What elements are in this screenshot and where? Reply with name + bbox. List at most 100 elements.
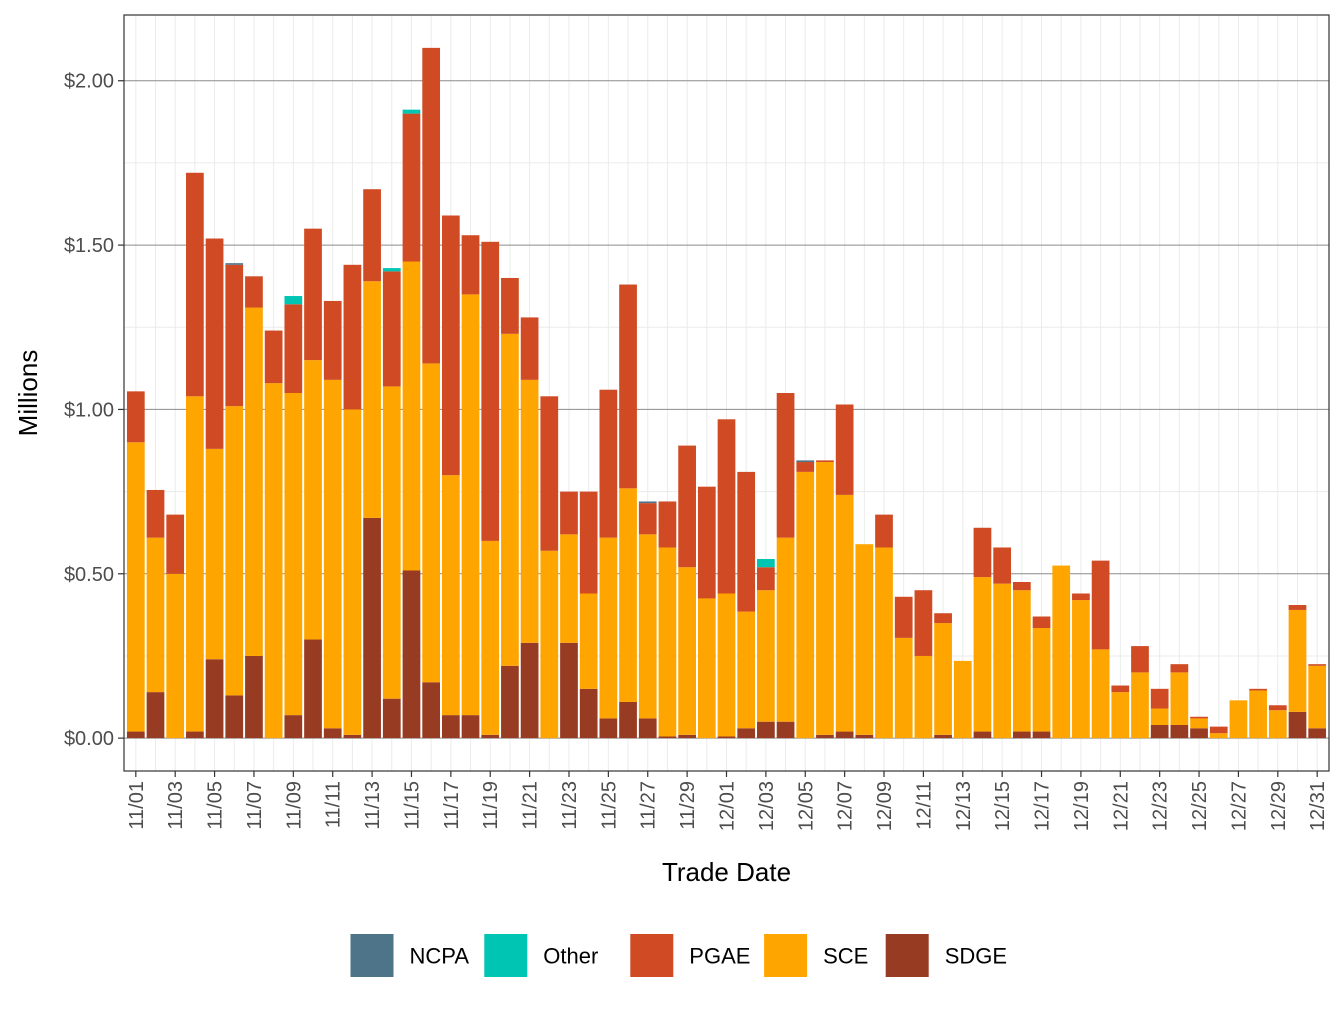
legend-label-other: Other [543,944,598,969]
x-tick-label: 12/13 [953,781,975,831]
bar-ncpa-12-05 [796,460,815,463]
bar-sce-11-26 [619,488,637,702]
bar-sdge-12-16 [1012,731,1031,739]
bar-pgae-11-28 [658,501,677,548]
bar-sce-12-20 [1091,649,1110,739]
x-tick-label: 11/19 [480,781,502,830]
bar-pgae-11-04 [186,172,204,397]
legend-label-sce: SCE [823,944,868,969]
x-tick-label: 11/25 [598,781,620,830]
bar-sdge-12-12 [934,734,952,739]
x-tick-label: 12/15 [992,781,1014,831]
bar-sdge-12-24 [1170,724,1189,739]
legend-label-sdge: SDGE [945,944,1007,969]
bar-sdge-12-03 [757,721,775,739]
bar-pgae-11-02 [146,489,165,538]
bar-pgae-12-23 [1150,688,1169,709]
bar-sce-12-07 [835,494,854,732]
bar-other-11-15 [402,109,421,114]
x-tick-label: 11/15 [401,781,423,830]
bar-sce-12-28 [1249,690,1267,739]
bar-sdge-11-14 [382,698,401,739]
bar-sce-11-14 [382,386,401,699]
y-tick-label: $2.00 [64,71,114,93]
bar-ncpa-11-06 [225,263,244,265]
bar-sce-11-07 [245,307,263,656]
bar-sce-11-09 [284,393,303,716]
bar-pgae-11-27 [638,503,657,535]
bar-sce-12-17 [1032,628,1051,732]
bar-pgae-12-31 [1308,664,1327,666]
bar-sdge-12-25 [1190,728,1208,739]
bar-sdge-11-11 [323,728,342,739]
x-tick-label: 11/29 [677,781,699,830]
x-tick-label: 12/31 [1307,781,1329,831]
bar-sdge-11-24 [579,688,598,739]
bar-sce-12-29 [1268,710,1287,739]
bar-sce-11-29 [678,567,696,735]
x-tick-label: 12/11 [913,781,935,830]
bar-pgae-11-17 [441,215,460,476]
bar-pgae-12-24 [1170,664,1189,673]
x-tick-label: 11/13 [362,781,384,830]
x-tick-label: 11/11 [323,781,345,828]
bar-sdge-11-29 [678,734,696,739]
bar-sdge-12-30 [1288,711,1307,739]
bar-sce-11-30 [697,598,716,739]
x-tick-label: 12/25 [1189,781,1211,831]
bar-pgae-12-17 [1032,616,1051,629]
bar-sce-12-01 [717,593,736,737]
bar-pgae-12-16 [1012,582,1031,591]
y-tick-label: $1.00 [64,399,114,421]
bar-pgae-12-28 [1249,688,1267,691]
bar-sce-12-31 [1308,665,1327,729]
x-tick-label: 11/07 [244,781,266,830]
bar-pgae-11-18 [461,235,480,295]
x-tick-label: 11/21 [520,781,542,830]
bar-sce-12-19 [1072,600,1090,739]
bar-pgae-12-20 [1091,560,1110,650]
legend-key-other [484,934,528,977]
bar-sce-12-23 [1150,708,1169,725]
bar-pgae-11-12 [343,264,362,410]
bar-pgae-12-26 [1209,726,1228,734]
x-tick-label: 12/21 [1110,781,1132,831]
bar-pgae-11-03 [166,514,185,574]
x-tick-label: 12/01 [717,781,739,831]
bar-other-12-03 [757,558,775,568]
bar-sdge-12-31 [1308,728,1327,739]
bar-sce-11-28 [658,547,677,737]
bar-sce-12-08 [855,544,874,735]
bar-pgae-12-25 [1190,716,1208,719]
bar-pgae-11-06 [225,264,244,407]
x-tick-label: 12/29 [1268,781,1290,831]
x-tick-label: 12/03 [756,781,778,831]
bar-pgae-11-25 [599,389,618,538]
bar-sce-12-21 [1111,692,1130,739]
x-tick-label: 11/09 [283,781,305,830]
x-tick-label: 12/17 [1032,781,1054,831]
bar-pgae-12-09 [875,514,893,548]
bar-sdge-12-08 [855,734,874,739]
bar-sce-11-23 [560,534,578,643]
bar-sce-11-04 [186,396,204,732]
bar-pgae-11-07 [245,276,263,308]
bar-pgae-12-07 [835,404,854,495]
bar-sdge-11-13 [363,517,381,739]
x-tick-label: 12/07 [835,781,857,831]
bar-ncpa-11-27 [638,501,657,504]
bar-sdge-11-16 [422,682,441,739]
legend-key-ncpa [350,934,394,977]
x-tick-label: 12/23 [1150,781,1172,831]
bar-pgae-12-04 [776,393,795,538]
bar-sce-12-30 [1288,609,1307,712]
bar-sce-11-20 [501,333,519,666]
y-tick-label: $0.50 [64,564,114,586]
bar-sce-11-24 [579,593,598,689]
bar-sce-11-22 [540,550,559,739]
y-axis: $0.00 $0.50 $1.00 $1.50 $2.00 [64,71,124,750]
bar-sdge-11-19 [481,734,500,739]
bar-sce-11-03 [166,573,185,739]
bar-sdge-12-14 [973,731,992,739]
